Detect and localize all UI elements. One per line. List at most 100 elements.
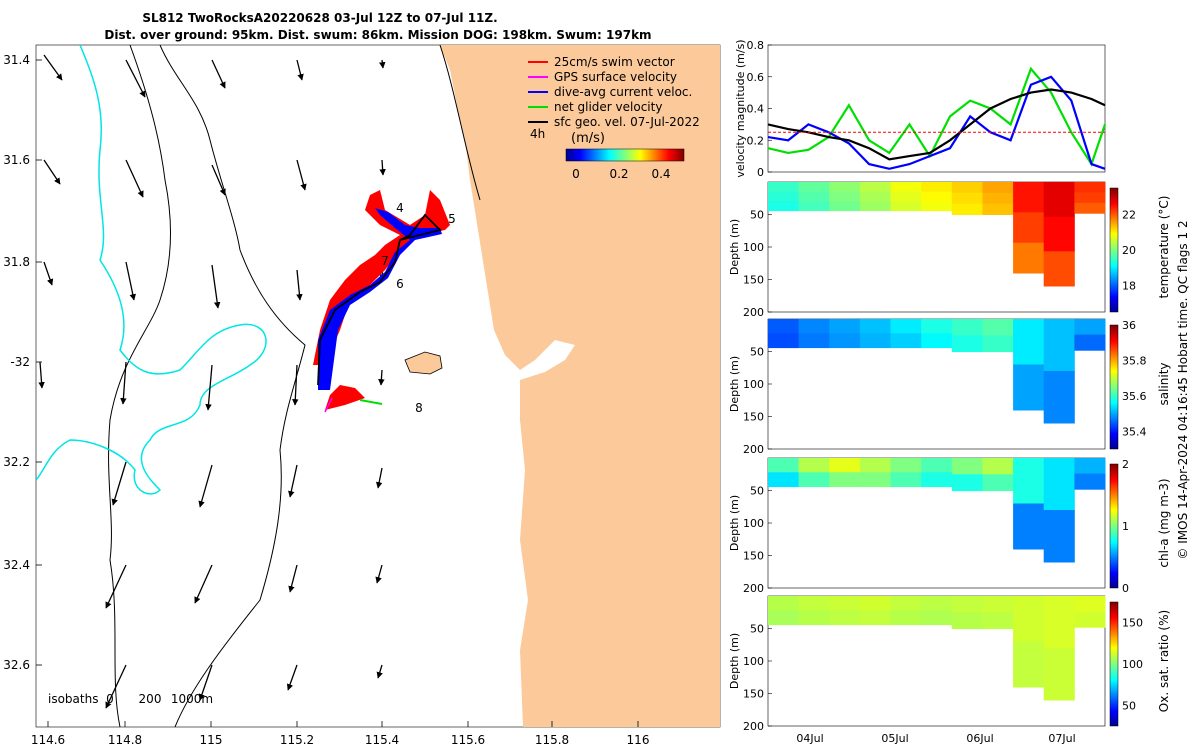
heatmap-cell bbox=[768, 472, 800, 488]
heatmap-cell bbox=[1074, 192, 1106, 204]
velocity-y-tick-label: 0.8 bbox=[747, 39, 765, 52]
colorbar-tick-label: 0.2 bbox=[609, 167, 628, 181]
heatmap-cell bbox=[768, 191, 800, 202]
temperature-panel: 50 100 150 200 Depth (m) 18 20 22 temperature (°… bbox=[728, 181, 1171, 319]
current-vector-fan bbox=[318, 208, 442, 390]
isobath-value: 0 bbox=[106, 692, 114, 706]
time-tick-label: 07Jul bbox=[1048, 732, 1075, 745]
heatmap-cell bbox=[982, 192, 1014, 205]
map-x-tick-label: 115.6 bbox=[451, 733, 485, 747]
depth-ylabel: Depth (m) bbox=[728, 495, 741, 551]
velocity-ylabel: velocity magnitude (m/s) bbox=[734, 39, 747, 177]
footer-credit: © IMOS 14-Apr-2024 04:16:45 Hobart time.… bbox=[1176, 220, 1190, 559]
velocity-series-line bbox=[767, 75, 1106, 170]
heatmap-cell bbox=[951, 192, 983, 205]
heatmap-cell bbox=[1074, 473, 1106, 490]
title-line-1: SL812 TwoRocksA20220628 03-Jul 12Z to 07… bbox=[142, 11, 497, 25]
map-x-tick-label: 115.4 bbox=[365, 733, 399, 747]
heatmap-cell bbox=[1074, 319, 1106, 336]
heatmap-cell bbox=[982, 458, 1014, 475]
heatmap-cell bbox=[982, 319, 1014, 336]
heatmap-cell bbox=[829, 182, 861, 192]
isobaths-title: isobaths bbox=[48, 692, 98, 706]
velocity-y-tick-label: 0.4 bbox=[747, 103, 765, 116]
heatmap-cell bbox=[798, 472, 830, 488]
heatmap-cell bbox=[921, 333, 953, 349]
heatmap-cell bbox=[951, 182, 983, 194]
legend-label: dive-avg current veloc. bbox=[554, 85, 692, 99]
depth-ylabel: Depth (m) bbox=[728, 633, 741, 689]
geo-velocity-arrows bbox=[38, 54, 386, 709]
isobath-value: 200 bbox=[139, 692, 162, 706]
heatmap-cell bbox=[951, 596, 983, 613]
heatmap-cell bbox=[768, 319, 800, 334]
heatmap-cell bbox=[798, 201, 830, 212]
velocity-y-tick-label: 0.2 bbox=[747, 134, 765, 147]
colorbar-tick-label: 35.6 bbox=[1122, 390, 1147, 403]
heatmap-cell bbox=[921, 596, 953, 611]
heatmap-cell bbox=[1013, 641, 1045, 688]
heatmap-cell bbox=[1013, 242, 1045, 274]
map-y-tick-label: 32.6 bbox=[3, 658, 30, 672]
heatmap-cell bbox=[1074, 182, 1106, 193]
legend-label: sfc geo. vel. 07-Jul-2022 bbox=[554, 115, 700, 129]
heatmap-cell bbox=[829, 201, 861, 212]
heatmap-cell bbox=[921, 191, 953, 202]
colorbar-tick-label: 36 bbox=[1122, 319, 1136, 332]
map-axis-ticks: 114.6 114.8 115 115.2 115.4 115.6 115.8 116 31.4… bbox=[3, 53, 649, 747]
heatmap-cell bbox=[798, 191, 830, 202]
map-y-tick-label: 32.4 bbox=[3, 558, 30, 572]
heatmap-cell bbox=[859, 333, 891, 349]
colorbar-tick-label: 0.4 bbox=[651, 167, 670, 181]
day-label: 4 bbox=[396, 201, 404, 215]
depth-tick-label: 200 bbox=[743, 306, 764, 319]
heatmap-cell bbox=[951, 319, 983, 336]
heatmap-cell bbox=[1074, 202, 1106, 214]
heatmap-cell bbox=[890, 458, 922, 473]
depth-tick-label: 50 bbox=[750, 623, 764, 636]
heatmap-cell bbox=[1043, 251, 1075, 287]
heatmap-cell bbox=[1043, 596, 1075, 649]
heatmap-cell bbox=[982, 182, 1014, 194]
map-x-tick-label: 116 bbox=[627, 733, 650, 747]
salinity-panel: 50 100 150 200 Depth (m) 35.4 35.6 35.8 36 salini… bbox=[728, 318, 1171, 456]
heatmap-cell bbox=[768, 596, 800, 611]
depth-tick-label: 150 bbox=[743, 274, 764, 287]
depth-tick-label: 50 bbox=[750, 485, 764, 498]
colorbar-tick-label: 2 bbox=[1122, 458, 1129, 471]
depth-tick-label: 150 bbox=[743, 550, 764, 563]
day-label: 6 bbox=[396, 277, 404, 291]
heatmap-cell bbox=[829, 610, 861, 626]
heatmap-colorbar bbox=[1109, 601, 1119, 727]
map-x-tick-label: 115 bbox=[200, 733, 223, 747]
heatmap-cell bbox=[921, 472, 953, 488]
isobath-200 bbox=[108, 45, 481, 727]
heatmap-cell bbox=[798, 182, 830, 192]
heatmap-cell bbox=[951, 474, 983, 492]
heatmap-cell bbox=[768, 458, 800, 473]
glider-track bbox=[317, 213, 442, 386]
heatmap-cell bbox=[982, 596, 1014, 613]
gps-velocity-arrow bbox=[324, 397, 333, 413]
time-tick-label: 04Jul bbox=[796, 732, 823, 745]
colorbar-tick-label: 18 bbox=[1122, 279, 1136, 292]
heatmap-cell bbox=[890, 182, 922, 192]
map-colorbar-ticks: 0 0.2 0.4 bbox=[572, 167, 670, 181]
depth-tick-label: 100 bbox=[743, 241, 764, 254]
heatmap-cell bbox=[798, 610, 830, 626]
heatmap-cell bbox=[890, 191, 922, 202]
colorbar-tick-label: 20 bbox=[1122, 244, 1136, 257]
depth-tick-label: 200 bbox=[743, 443, 764, 456]
oxygen-panel: 50 100 150 200 Depth (m) 50 100 150 Ox. sat. rat… bbox=[728, 595, 1171, 733]
colorbar-label: salinity bbox=[1157, 362, 1171, 405]
isobaths-label: isobaths 0 200 1000m bbox=[48, 692, 213, 706]
colorbar-label: chl-a (mg m-3) bbox=[1157, 478, 1171, 567]
heatmap-cell bbox=[1074, 458, 1106, 475]
colorbar-tick-label: 35.4 bbox=[1122, 425, 1147, 438]
day-label: 7 bbox=[381, 254, 389, 268]
depth-tick-label: 100 bbox=[743, 378, 764, 391]
